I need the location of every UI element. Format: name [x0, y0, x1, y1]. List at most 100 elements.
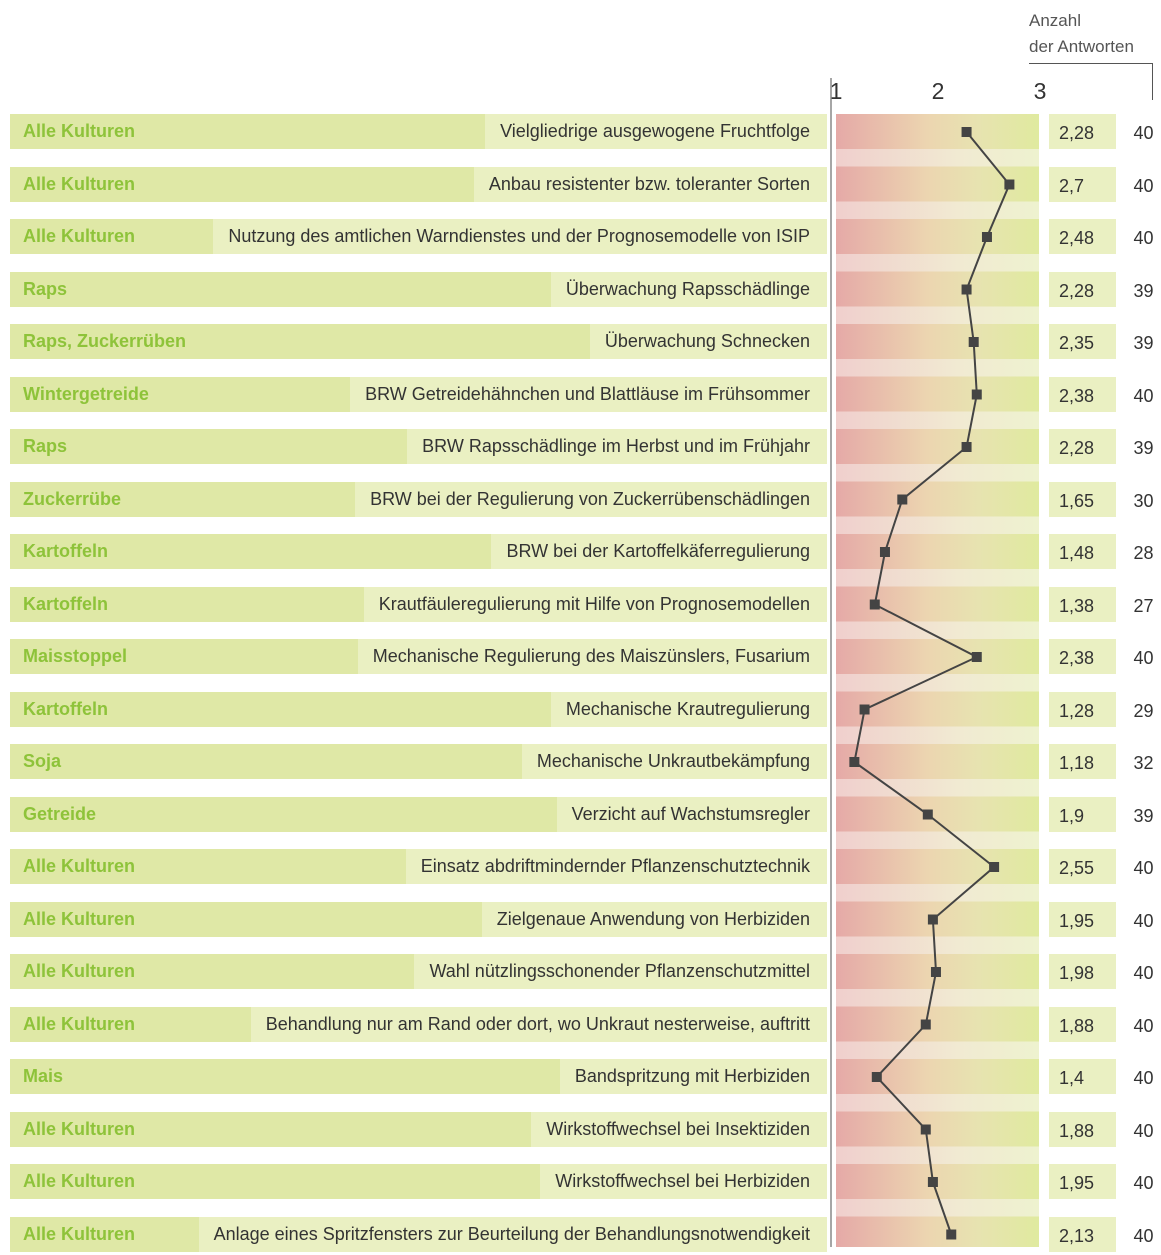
- crop-label: Alle Kulturen: [23, 961, 136, 981]
- measure-row: Alle Kulturen Wahl nützlingsschonender Pf…: [10, 954, 827, 989]
- row-band: [836, 114, 1039, 149]
- data-point: [871, 1072, 882, 1082]
- crop-background: [10, 271, 551, 307]
- measure-label: Überwachung Rapsschädlinge: [565, 278, 810, 299]
- row-gap-band: [836, 989, 1039, 1007]
- value-label: 1,95: [1049, 901, 1116, 937]
- row-gap-band: [836, 884, 1039, 902]
- measure-label: Bandspritzung mit Herbiziden: [574, 1066, 810, 1086]
- measure-label: Einsatz abdriftmindernder Pflanzenschutz…: [420, 856, 810, 876]
- measure-label: Anbau resistenter bzw. toleranter Sorten: [488, 173, 810, 194]
- data-point: [971, 652, 982, 662]
- count-header-bracket: [1029, 63, 1153, 100]
- crop-label: Kartoffeln: [23, 593, 108, 614]
- data-point: [971, 389, 982, 400]
- row-gap-band: [836, 1199, 1039, 1217]
- answer-count: 39: [1133, 805, 1154, 826]
- measure-row: Maisstoppel Mechanische Regulierung des M…: [10, 639, 827, 674]
- value-label: 2,28: [1049, 429, 1116, 464]
- row-band: [836, 1059, 1039, 1094]
- data-point: [879, 547, 890, 557]
- row-gap-band: [836, 569, 1039, 587]
- crop-background: [10, 324, 590, 359]
- answer-count: 40: [1133, 1120, 1154, 1141]
- count-column-header: Anzahl der Antworten: [1029, 8, 1161, 60]
- row-band: [836, 1111, 1039, 1147]
- crop-background: [10, 1059, 560, 1094]
- crop-background: [10, 954, 414, 989]
- crop-label: Raps: [23, 278, 68, 299]
- answer-count: 40: [1133, 123, 1154, 143]
- value-label: 1,65: [1049, 481, 1116, 517]
- crop-label: Zuckerrübe: [23, 488, 122, 509]
- row-band: [836, 324, 1039, 359]
- value-label: 2,7: [1049, 166, 1116, 202]
- crop-background: [10, 744, 522, 779]
- measure-label: Nutzung des amtlichen Warndienstes und d…: [228, 226, 810, 246]
- x-tick-label: 2: [931, 78, 945, 104]
- row-gap-band: [836, 726, 1039, 744]
- row-band: [836, 1006, 1039, 1042]
- answer-count: 40: [1133, 175, 1154, 196]
- answer-count: 27: [1133, 595, 1154, 616]
- crop-label: Alle Kulturen: [23, 908, 136, 929]
- crop-label: Alle Kulturen: [23, 173, 136, 194]
- row-gap-band: [836, 149, 1039, 167]
- row-band: [836, 534, 1039, 569]
- measure-label: Krautfäuleregulierung mit Hilfe von Prog…: [378, 593, 810, 614]
- data-point: [927, 914, 938, 925]
- crop-label: Alle Kulturen: [23, 1171, 136, 1191]
- row-gap-band: [836, 254, 1039, 272]
- value-label: 1,18: [1049, 744, 1116, 779]
- measure-row: Alle Kulturen Anbau resistenter bzw. tole…: [10, 166, 827, 202]
- measure-row: Kartoffeln Krautfäuleregulierung mit Hilf…: [10, 586, 827, 622]
- measure-row: Raps Überwachung Rapsschädlinge: [10, 271, 827, 307]
- answer-count: 28: [1133, 543, 1154, 563]
- row-band: [836, 429, 1039, 464]
- data-point: [930, 967, 941, 977]
- value-label: 2,13: [1049, 1216, 1116, 1252]
- measure-label: BRW bei der Kartoffelkäferregulierung: [506, 541, 811, 561]
- row-gap-band: [836, 464, 1039, 482]
- data-point: [849, 757, 860, 767]
- answer-count: 40: [1133, 1225, 1154, 1246]
- row-gap-band: [836, 516, 1039, 534]
- data-point: [920, 1124, 931, 1135]
- measure-row: Alle Kulturen Zielgenaue Anwendung von He…: [10, 901, 827, 937]
- crop-background: [10, 376, 350, 412]
- answer-count: 30: [1133, 490, 1154, 511]
- data-point: [897, 494, 908, 505]
- crop-background: [10, 586, 364, 622]
- measure-row: Alle Kulturen Einsatz abdriftmindernder P…: [10, 849, 827, 884]
- measure-row: Raps, Zuckerrüben Überwachung Schnecken: [10, 324, 827, 359]
- row-band: [836, 796, 1039, 832]
- value-label: 1,98: [1049, 954, 1116, 989]
- crop-label: Raps: [23, 436, 68, 456]
- value-label: 2,55: [1049, 849, 1116, 884]
- crop-label: Alle Kulturen: [23, 226, 136, 246]
- crop-background: [10, 114, 485, 149]
- measure-label: Wahl nützlingsschonender Pflanzenschutzm…: [429, 961, 810, 981]
- crop-label: Maisstoppel: [23, 646, 128, 666]
- measure-label: Wirkstoffwechsel bei Herbiziden: [555, 1171, 810, 1191]
- value-label: 1,4: [1049, 1059, 1116, 1094]
- row-gap-band: [836, 779, 1039, 797]
- data-point: [981, 232, 992, 242]
- answer-count: 40: [1133, 385, 1154, 406]
- measure-row: Soja Mechanische Unkrautbekämpfung: [10, 744, 827, 779]
- row-band: [836, 219, 1039, 254]
- answer-count: 39: [1133, 280, 1154, 301]
- row-band: [836, 849, 1039, 884]
- measure-row: Alle Kulturen Nutzung des amtlichen Warnd…: [10, 219, 827, 254]
- answer-count: 40: [1133, 1173, 1154, 1193]
- row-band: [836, 481, 1039, 517]
- row-gap-band: [836, 936, 1039, 954]
- measure-row: Alle Kulturen Wirkstoffwechsel bei Herbiz…: [10, 1164, 827, 1199]
- measure-label: Zielgenaue Anwendung von Herbiziden: [496, 908, 810, 929]
- crop-label: Raps, Zuckerrüben: [23, 331, 187, 351]
- answer-count: 29: [1133, 700, 1154, 721]
- crop-background: [10, 639, 358, 674]
- measure-label: Anlage eines Spritzfensters zur Beurteil…: [213, 1223, 810, 1244]
- crop-label: Wintergetreide: [23, 383, 149, 404]
